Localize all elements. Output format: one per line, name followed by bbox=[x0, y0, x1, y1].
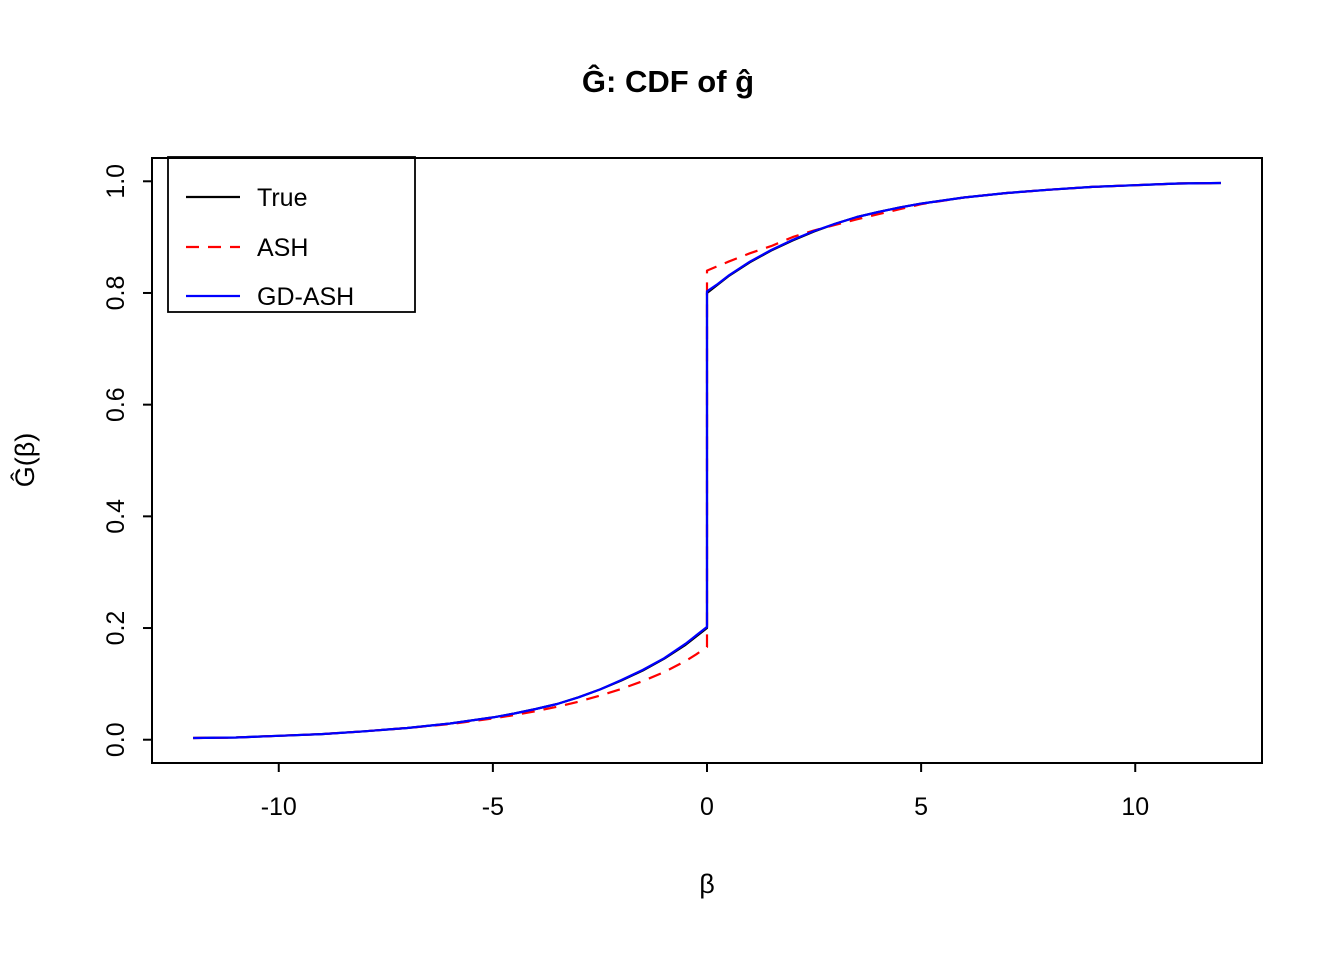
series-line-gd-ash bbox=[193, 181, 1221, 740]
legend: True ASH GD-ASH bbox=[167, 156, 416, 313]
y-tick-label: 0.4 bbox=[102, 499, 130, 534]
x-tick-label: -10 bbox=[261, 793, 297, 821]
x-axis-label: β bbox=[699, 869, 715, 899]
x-tick-label: 0 bbox=[700, 793, 714, 821]
plot-title: Ĝ: CDF of ĝ bbox=[582, 63, 754, 99]
axes: -10 -5 0 5 10 0.0 0.2 0.4 0.6 0.8 1.0 bbox=[102, 164, 1149, 821]
y-axis-label: Ĝ(β) bbox=[9, 433, 40, 488]
y-tick-label: 0.0 bbox=[102, 722, 130, 757]
legend-label-true: True bbox=[257, 184, 307, 212]
series-lines bbox=[193, 181, 1221, 740]
plot-border bbox=[151, 157, 1263, 764]
x-tick-label: -5 bbox=[482, 793, 504, 821]
y-tick-label: 0.8 bbox=[102, 276, 130, 311]
x-tick-label: 5 bbox=[914, 793, 928, 821]
x-tick-label: 10 bbox=[1121, 793, 1149, 821]
legend-box bbox=[167, 156, 416, 313]
y-tick-label: 0.6 bbox=[102, 387, 130, 422]
legend-label-gd-ash: GD-ASH bbox=[257, 283, 354, 311]
y-tick-label: 1.0 bbox=[102, 164, 130, 199]
y-tick-label: 0.2 bbox=[102, 611, 130, 646]
legend-label-ash: ASH bbox=[257, 234, 308, 262]
